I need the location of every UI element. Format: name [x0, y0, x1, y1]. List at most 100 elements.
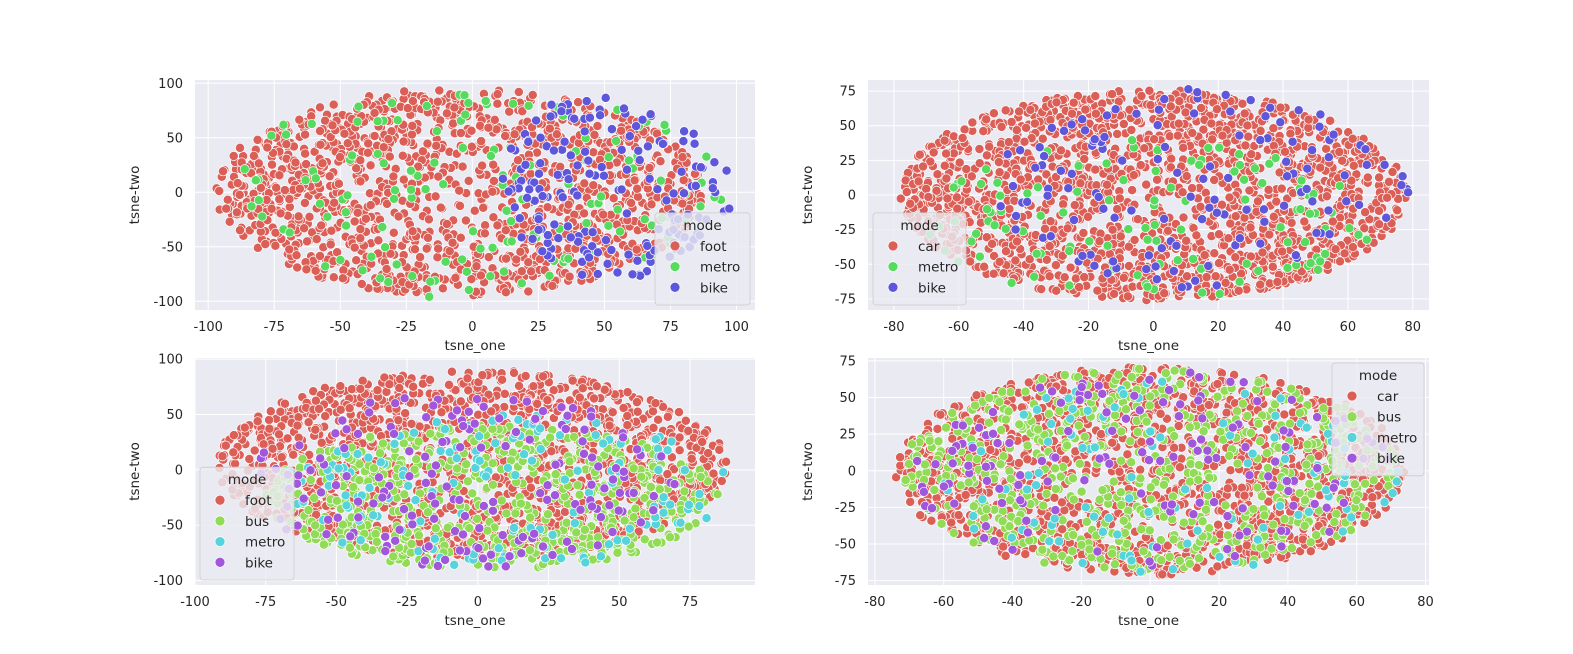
point-metro	[1295, 204, 1306, 215]
point-foot	[432, 96, 443, 107]
point-bike	[1159, 94, 1170, 105]
point-car	[1003, 137, 1014, 148]
point-metro	[1104, 195, 1114, 206]
point-bike	[642, 141, 653, 152]
point-bike	[612, 267, 623, 278]
y-tick-label: 75	[839, 85, 856, 100]
point-foot	[352, 207, 363, 218]
point-foot	[363, 138, 374, 149]
point-car	[1207, 134, 1218, 145]
point-car	[1230, 211, 1241, 222]
point-car	[1024, 254, 1035, 265]
point-bike	[1089, 260, 1100, 271]
point-metro	[1058, 207, 1069, 218]
point-metro	[322, 211, 333, 222]
point-car	[1271, 196, 1282, 207]
point-foot	[421, 243, 432, 254]
point-foot	[218, 166, 228, 177]
point-bike	[1126, 205, 1137, 216]
point-metro	[1320, 249, 1331, 259]
point-car	[1387, 167, 1398, 177]
point-metro	[498, 266, 509, 277]
point-metro	[250, 175, 261, 186]
point-foot	[221, 203, 232, 214]
point-bike	[527, 233, 538, 244]
point-metro	[438, 179, 449, 190]
point-car	[925, 156, 936, 167]
point-car	[961, 164, 972, 175]
x-tick-label: 100	[724, 320, 749, 335]
point-car	[1334, 147, 1345, 157]
point-bike	[619, 103, 629, 114]
point-car	[1107, 224, 1118, 235]
point-car	[1275, 102, 1286, 113]
point-bike	[1008, 181, 1018, 192]
point-metro	[1304, 208, 1315, 219]
point-foot	[407, 96, 418, 107]
point-metro	[1102, 240, 1113, 251]
point-metro	[995, 190, 1006, 201]
point-foot	[629, 175, 640, 186]
point-bike	[531, 115, 542, 126]
point-bike	[1198, 173, 1209, 184]
legend-marker-bike	[887, 281, 899, 293]
point-car	[1021, 122, 1032, 133]
point-bike	[616, 184, 627, 195]
point-foot	[432, 252, 443, 263]
point-car	[1141, 179, 1152, 190]
point-metro	[1118, 175, 1129, 186]
point-metro	[1282, 237, 1293, 248]
point-bike	[641, 266, 652, 277]
point-foot	[214, 186, 225, 196]
point-foot	[365, 160, 376, 171]
point-bike	[652, 184, 663, 195]
point-metro	[655, 175, 666, 186]
point-car	[1277, 246, 1288, 257]
legend-box	[654, 212, 751, 306]
point-car	[979, 261, 990, 272]
point-foot	[299, 198, 310, 208]
point-bike	[1323, 205, 1334, 216]
point-metro	[300, 175, 311, 186]
point-metro	[544, 270, 555, 281]
point-car	[918, 161, 929, 172]
point-metro	[581, 218, 592, 229]
point-metro	[971, 228, 982, 239]
y-tick-label: 50	[839, 119, 856, 134]
point-bike	[1258, 204, 1269, 215]
point-foot	[563, 199, 574, 210]
point-foot	[478, 202, 489, 213]
point-foot	[294, 183, 305, 194]
point-bike	[535, 132, 546, 143]
point-bike	[695, 162, 706, 173]
point-car	[1217, 130, 1228, 141]
point-bike	[537, 191, 548, 202]
y-tick-label: 0	[175, 463, 183, 478]
point-foot	[678, 175, 689, 186]
point-car	[974, 158, 985, 169]
point-metro	[1361, 234, 1372, 245]
point-car	[1136, 91, 1147, 101]
point-bike	[534, 168, 544, 179]
point-foot	[235, 142, 245, 153]
point-foot	[299, 223, 310, 234]
point-metro	[1249, 163, 1260, 174]
point-metro	[1142, 234, 1153, 245]
point-car	[951, 192, 962, 203]
point-metro	[480, 96, 491, 106]
point-car	[1272, 277, 1283, 287]
point-car	[1159, 288, 1170, 299]
point-metro	[342, 190, 353, 201]
point-car	[1267, 261, 1278, 272]
point-bike	[509, 202, 520, 213]
point-metro	[1132, 270, 1143, 281]
point-car	[1303, 114, 1314, 125]
point-metro	[377, 222, 388, 232]
point-car	[1058, 199, 1069, 210]
point-foot	[235, 225, 245, 236]
point-foot	[381, 264, 392, 274]
point-car	[981, 232, 992, 243]
point-car	[942, 193, 953, 204]
point-bike	[1302, 163, 1313, 174]
point-bike	[537, 246, 548, 257]
